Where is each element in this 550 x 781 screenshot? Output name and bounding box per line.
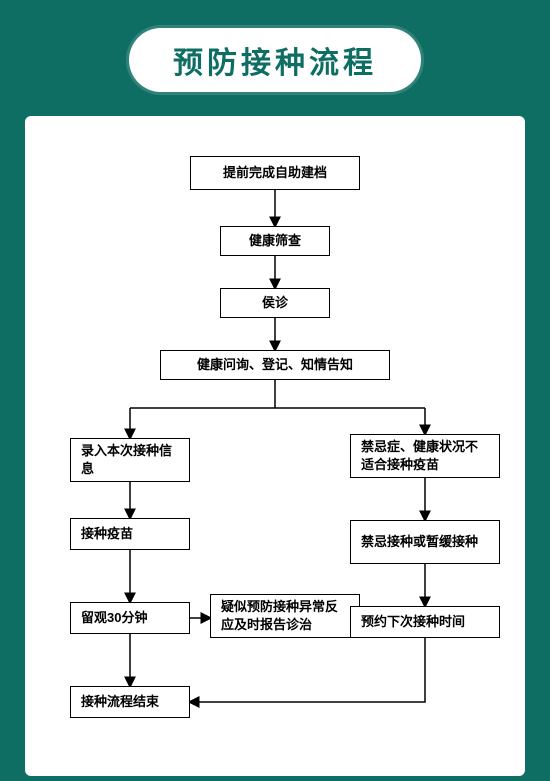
- flow-node-n1: 提前完成自助建档: [190, 156, 360, 190]
- flow-node-n11: 禁忌接种或暂缓接种: [350, 520, 500, 564]
- flow-node-n7: 留观30分钟: [70, 602, 190, 634]
- flow-edge: [190, 638, 425, 702]
- flow-node-n4: 健康问询、登记、知情告知: [160, 350, 390, 380]
- flowchart-panel: 提前完成自助建档健康筛查侯诊健康问询、登记、知情告知录入本次接种信息接种疫苗留观…: [25, 116, 525, 776]
- flow-node-n5: 录入本次接种信息: [70, 438, 190, 482]
- title-pill: 预防接种流程: [129, 28, 421, 92]
- flow-node-n3: 侯诊: [220, 288, 330, 318]
- flow-node-n6: 接种疫苗: [70, 518, 190, 550]
- flow-node-n9: 接种流程结束: [70, 686, 190, 718]
- flow-node-n8: 疑似预防接种异常反应及时报告诊治: [210, 594, 360, 638]
- page-title: 预防接种流程: [173, 38, 377, 82]
- flow-node-n2: 健康筛查: [220, 226, 330, 256]
- flow-node-n12: 预约下次接种时间: [350, 606, 500, 638]
- flow-node-n10: 禁忌症、健康状况不适合接种疫苗: [350, 434, 500, 478]
